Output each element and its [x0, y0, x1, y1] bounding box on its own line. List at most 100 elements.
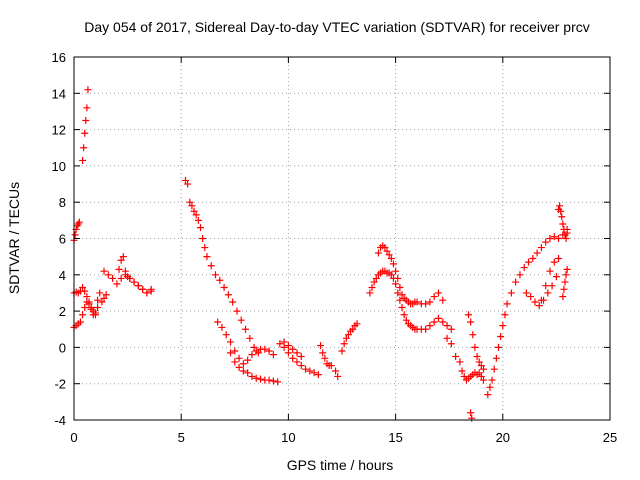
data-point	[392, 267, 400, 275]
data-point	[480, 376, 488, 384]
data-point	[186, 198, 194, 206]
data-point	[542, 282, 550, 290]
data-point	[439, 318, 447, 326]
data-point	[426, 322, 434, 330]
x-tick-label: 10	[281, 430, 295, 445]
data-point	[559, 220, 567, 228]
series-seg-z	[559, 265, 571, 301]
data-point	[227, 338, 235, 346]
data-point	[344, 331, 352, 339]
data-point	[558, 213, 566, 221]
data-point	[100, 267, 108, 275]
data-point	[497, 333, 505, 341]
y-tick-label: 12	[52, 123, 66, 138]
data-point	[469, 331, 477, 339]
data-point	[394, 274, 402, 282]
series-seg-w	[522, 273, 560, 310]
data-point	[400, 311, 408, 319]
data-point	[293, 349, 301, 357]
data-point	[460, 372, 468, 380]
series-seg-d	[79, 86, 92, 164]
data-point	[139, 285, 147, 293]
data-point	[556, 202, 564, 210]
series-seg-r	[374, 242, 447, 308]
data-point	[464, 311, 472, 319]
data-point	[387, 254, 395, 262]
data-point	[192, 211, 200, 219]
data-point	[338, 347, 346, 355]
data-point	[248, 372, 256, 380]
data-point	[563, 265, 571, 273]
tick-labels: 0 5 10 15 20 25 -4 -2 0 2 4 6 8 10 12 14 16	[52, 50, 618, 445]
data-point	[134, 282, 142, 290]
data-point	[194, 216, 202, 224]
data-point	[503, 300, 511, 308]
data-point	[284, 349, 292, 357]
data-point	[525, 258, 533, 266]
data-point	[447, 340, 455, 348]
y-tick-label: 2	[59, 304, 66, 319]
data-point	[396, 284, 404, 292]
data-point	[76, 318, 84, 326]
data-point	[239, 367, 247, 375]
data-point	[434, 314, 442, 322]
data-point	[490, 365, 498, 373]
data-point	[117, 256, 125, 264]
series-seg-l	[227, 349, 282, 386]
data-point	[522, 289, 530, 297]
data-point	[561, 231, 569, 239]
x-tick-label: 25	[603, 430, 617, 445]
data-point	[113, 280, 121, 288]
data-point	[475, 369, 483, 377]
data-point	[317, 342, 325, 350]
data-point	[349, 325, 357, 333]
data-point	[334, 372, 342, 380]
data-point	[203, 253, 211, 261]
data-point	[280, 338, 288, 346]
y-tick-label: 16	[52, 50, 66, 65]
data-point	[81, 287, 89, 295]
series-seg-n	[280, 338, 305, 360]
data-point	[374, 249, 382, 257]
data-point	[456, 358, 464, 366]
data-point	[216, 276, 224, 284]
data-point	[119, 253, 127, 261]
data-point	[261, 345, 269, 353]
data-point	[426, 298, 434, 306]
data-point	[75, 218, 83, 226]
data-point	[439, 296, 447, 304]
data-point	[218, 323, 226, 331]
data-point	[546, 235, 554, 242]
data-point	[82, 117, 90, 125]
data-point	[402, 316, 410, 324]
data-point	[235, 363, 243, 371]
series-seg-p	[338, 320, 361, 355]
data-point	[372, 274, 380, 282]
series-seg-j	[181, 176, 262, 357]
data-point	[370, 278, 378, 286]
data-point	[430, 318, 438, 326]
series-seg-s	[443, 334, 488, 384]
data-point	[555, 254, 563, 262]
data-point	[181, 176, 189, 184]
data-point	[385, 251, 393, 259]
series-seg-f	[79, 284, 99, 319]
y-tick-label: 8	[59, 195, 66, 210]
y-tick-label: -2	[54, 377, 66, 392]
data-point	[310, 369, 318, 377]
data-point	[104, 271, 112, 279]
data-point	[252, 374, 260, 382]
data-point	[227, 349, 235, 357]
data-point	[398, 303, 406, 311]
data-point	[79, 284, 87, 292]
data-point	[477, 362, 485, 370]
series-seg-y	[555, 202, 571, 242]
data-point	[94, 303, 102, 311]
data-point	[492, 354, 500, 362]
data-point	[199, 235, 207, 242]
data-point	[81, 303, 89, 311]
data-point	[81, 129, 89, 137]
data-point	[248, 351, 256, 359]
data-point	[84, 86, 92, 94]
